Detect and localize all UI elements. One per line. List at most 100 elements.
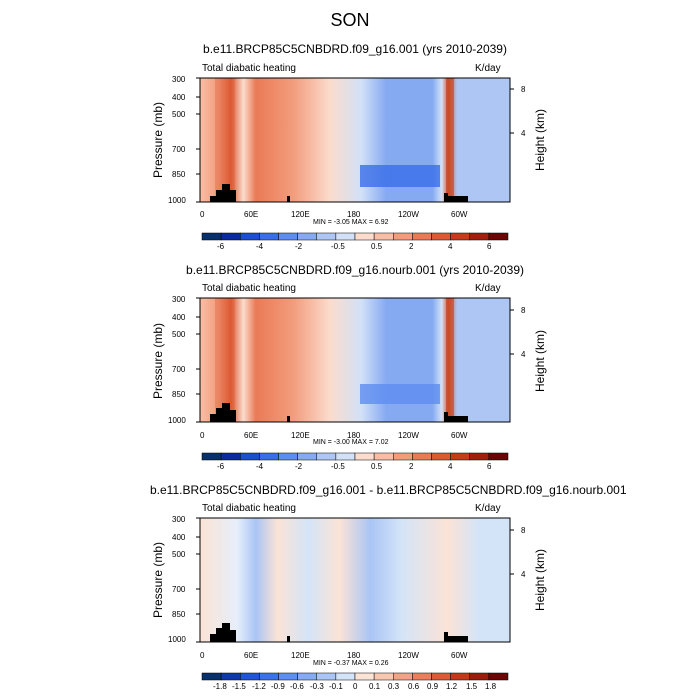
colorbar-swatch bbox=[335, 672, 356, 681]
colorbar-swatch bbox=[450, 452, 470, 461]
axis-tick-marks bbox=[196, 77, 514, 643]
y-tick-label: 700 bbox=[172, 145, 186, 154]
colorbar-swatch bbox=[412, 672, 432, 681]
colorbar-swatch bbox=[393, 452, 413, 461]
x-tick-label: 120E bbox=[291, 431, 310, 440]
panel-2-plot bbox=[199, 297, 511, 423]
colorbar-label: 1.2 bbox=[446, 682, 458, 691]
colorbar-swatch bbox=[354, 232, 375, 241]
colorbar-label: -1.8 bbox=[213, 682, 227, 691]
colorbar-swatch bbox=[354, 672, 375, 681]
colorbar-label: -4 bbox=[256, 242, 264, 251]
x-tick-label: 120W bbox=[398, 431, 419, 440]
colorbar-swatch bbox=[488, 452, 509, 461]
x-tick-label: 60E bbox=[244, 651, 259, 660]
x-tick-label: 0 bbox=[200, 210, 205, 219]
colorbar-swatch bbox=[297, 672, 317, 681]
colorbar-label: 1.5 bbox=[466, 682, 478, 691]
colorbar-swatch bbox=[431, 452, 451, 461]
colorbar-swatch bbox=[488, 672, 509, 681]
colorbar-2 bbox=[201, 452, 509, 461]
colorbar-label: 4 bbox=[448, 462, 453, 471]
panel-1-variable-label: Total diabatic heating bbox=[202, 63, 296, 74]
height-tick-label: 4 bbox=[521, 570, 526, 579]
panel-3-min-max: MIN = -0.37 MAX = 0.26 bbox=[313, 660, 389, 667]
colorbar-swatch bbox=[278, 672, 298, 681]
y-tick-label: 1000 bbox=[168, 635, 186, 644]
colorbar-swatch bbox=[450, 232, 470, 241]
colorbar-label: 4 bbox=[448, 242, 453, 251]
x-tick-label: 180 bbox=[347, 210, 361, 219]
colorbar-swatch bbox=[220, 232, 241, 241]
panel-3-title: b.e11.BRCP85C5CNBDRD.f09_g16.001 - b.e11… bbox=[150, 483, 627, 497]
colorbar-swatch bbox=[316, 672, 337, 681]
colorbar-label: -0.5 bbox=[331, 242, 345, 251]
y-tick-label: 400 bbox=[172, 93, 186, 102]
colorbar-label: -0.5 bbox=[331, 462, 345, 471]
x-tick-label: 60W bbox=[451, 210, 468, 219]
colorbar-swatch bbox=[469, 672, 490, 681]
x-tick-label: 0 bbox=[200, 651, 205, 660]
colorbar-swatch bbox=[259, 232, 279, 241]
colorbar-label: -0.6 bbox=[290, 682, 304, 691]
y-tick-label: 400 bbox=[172, 533, 186, 542]
colorbar-label: -6 bbox=[217, 242, 225, 251]
colorbar-swatch bbox=[240, 672, 260, 681]
panel-3-units-label: K/day bbox=[475, 503, 501, 514]
colorbar-label: 0.5 bbox=[371, 242, 383, 251]
colorbar-label: 2 bbox=[409, 462, 414, 471]
colorbar-swatch bbox=[469, 232, 490, 241]
y-tick-label: 300 bbox=[172, 75, 186, 84]
x-tick-label: 60E bbox=[244, 431, 259, 440]
x-tick-label: 180 bbox=[347, 431, 361, 440]
colorbar-label: -1.2 bbox=[252, 682, 266, 691]
y-tick-label: 850 bbox=[172, 170, 186, 179]
panel-3-y-axis-title: Pressure (mb) bbox=[151, 542, 165, 619]
colorbar-swatch bbox=[335, 232, 356, 241]
colorbar-swatch bbox=[431, 232, 451, 241]
y-tick-label: 300 bbox=[172, 515, 186, 524]
height-tick-label: 8 bbox=[521, 526, 526, 535]
colorbar-swatch bbox=[201, 232, 222, 241]
colorbar-label: 2 bbox=[409, 242, 414, 251]
colorbar-label: 0.3 bbox=[388, 682, 400, 691]
colorbar-swatch bbox=[316, 452, 337, 461]
panel-1-plot bbox=[199, 77, 511, 203]
colorbar-label: -6 bbox=[217, 462, 225, 471]
colorbar-label: -0.1 bbox=[329, 682, 343, 691]
colorbar-swatch bbox=[393, 672, 413, 681]
panel-2-height-axis-title: Height (km) bbox=[533, 330, 547, 393]
colorbar-swatch bbox=[297, 232, 317, 241]
panel-3-plot bbox=[199, 517, 511, 643]
colorbar-swatch bbox=[412, 452, 432, 461]
y-tick-label: 300 bbox=[172, 295, 186, 304]
y-tick-label: 850 bbox=[172, 390, 186, 399]
panel-1-units-label: K/day bbox=[475, 63, 501, 74]
x-tick-label: 120W bbox=[398, 210, 419, 219]
panel-3-variable-label: Total diabatic heating bbox=[202, 503, 296, 514]
panel-2-variable-label: Total diabatic heating bbox=[202, 283, 296, 294]
colorbar-swatch bbox=[354, 452, 375, 461]
colorbar-swatch bbox=[220, 452, 241, 461]
colorbar-1 bbox=[201, 232, 509, 241]
colorbar-swatch bbox=[220, 672, 241, 681]
colorbar-swatch bbox=[373, 452, 394, 461]
y-tick-label: 500 bbox=[172, 110, 186, 119]
colorbar-swatch bbox=[259, 452, 279, 461]
colorbar-label: 6 bbox=[487, 242, 492, 251]
x-tick-label: 0 bbox=[200, 431, 205, 440]
colorbar-swatch bbox=[488, 232, 509, 241]
x-tick-label: 60E bbox=[244, 210, 259, 219]
colorbar-swatch bbox=[469, 452, 490, 461]
y-tick-label: 1000 bbox=[168, 196, 186, 205]
height-tick-label: 4 bbox=[521, 129, 526, 138]
colorbar-label: -0.9 bbox=[271, 682, 285, 691]
panel-2-y-axis-title: Pressure (mb) bbox=[151, 323, 165, 400]
colorbar-label: -2 bbox=[295, 242, 303, 251]
colorbar-label: 6 bbox=[487, 462, 492, 471]
colorbar-swatch bbox=[240, 452, 260, 461]
colorbar-swatch bbox=[278, 452, 298, 461]
colorbar-swatch bbox=[393, 232, 413, 241]
colorbar-label: 0.9 bbox=[427, 682, 439, 691]
